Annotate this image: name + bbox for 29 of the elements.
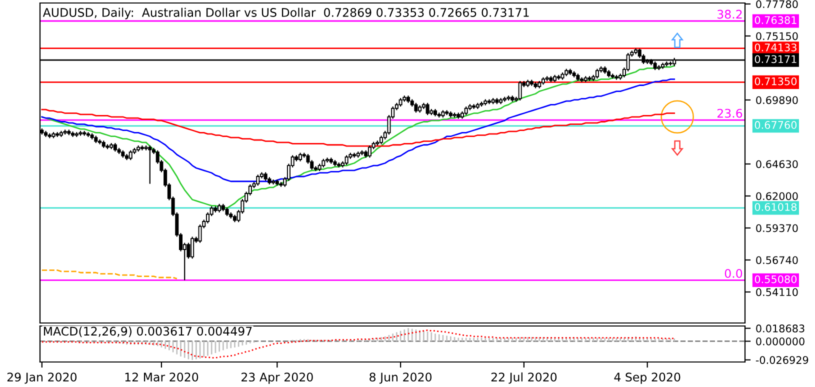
annotation: 23.6 [717,108,742,118]
chart-title: MACD(12,26,9) 0.003617 0.004497 [44,326,252,338]
x-tick-label: 8 Jun 2020 [370,372,432,384]
y-tick-label: 0.018683 [756,324,804,332]
y-tick-label: 0.77780 [756,0,798,8]
y-tick-label: 0.59370 [756,224,798,232]
annotation: 38.2 [718,10,742,19]
x-tick-label: 23 Apr 2020 [242,372,313,384]
annotation: 0.0 [724,268,742,278]
y-tick-label: 0.54110 [756,288,798,296]
y-tick-label: 0.75150 [756,32,798,40]
ref-line-label: 0.73171 [754,55,796,64]
ref-line-label: 0.55080 [754,275,797,284]
chart-title: AUDUSD, Daily: Australian Dollar vs US Dollar 0.72869 0.73353 0.72665 0.73171 [42,8,529,20]
y-tick-label: 0.62000 [756,192,798,200]
x-tick-label: 12 Mar 2020 [125,372,198,382]
ref-line-label: 0.74133 [754,43,796,52]
ref-line-label: 0.76381 [754,16,796,24]
x-tick-label: 29 Jan 2020 [7,372,77,384]
x-tick-label: 22 Jul 2020 [491,372,557,384]
y-tick-label: -0.026929 [756,356,808,364]
y-tick-label: 0.000000 [756,337,804,346]
ref-line-label: 0.61018 [754,203,797,211]
ref-line-label: 0.67760 [754,121,797,129]
y-tick-label: 0.64630 [756,160,798,168]
ref-line-label: 0.71350 [754,77,797,86]
y-tick-label: 0.56740 [756,256,798,264]
y-tick-label: 0.69890 [756,96,798,104]
x-tick-label: 4 Sep 2020 [614,372,680,384]
